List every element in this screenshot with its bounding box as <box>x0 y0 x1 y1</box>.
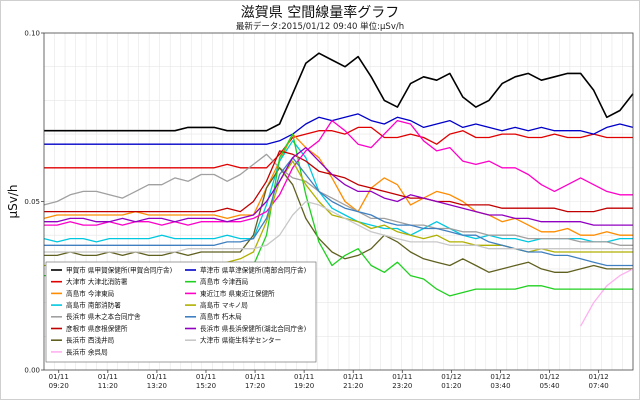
x-tick-label: 01/11 23:20 <box>392 373 412 390</box>
legend-entry: 高島市 南部消防署 <box>66 301 121 310</box>
series-line <box>44 113 634 145</box>
chart-subtitle: 最新データ:2015/01/12 09:40 単位:μSv/h <box>235 22 405 32</box>
legend-entry: 彦根市 県彦根保健所 <box>66 324 128 333</box>
legend-box <box>45 261 317 363</box>
series-line <box>580 268 634 327</box>
x-tick-label: 01/11 11:20 <box>98 373 118 390</box>
x-tick-label: 01/11 09:20 <box>49 373 69 390</box>
legend-entry: 高島市 今津東局 <box>66 289 115 298</box>
x-tick-label: 01/11 21:20 <box>343 373 363 390</box>
series-line <box>44 200 633 253</box>
legend-entry: 甲賀市 県甲賀保健所(甲賀合同庁舎) <box>66 265 172 274</box>
legend-entry: 草津市 県草津保健所(南部合同庁舎) <box>200 265 306 274</box>
y-axis-label: μSv/h <box>6 184 20 218</box>
x-tick-label: 01/11 15:20 <box>196 373 216 390</box>
x-tick-label: 01/11 19:20 <box>294 373 314 390</box>
x-tick-label: 01/11 13:20 <box>147 373 167 390</box>
legend-entry: 長浜市 県木之本合同庁舎 <box>66 312 141 321</box>
series-line <box>44 146 633 226</box>
legend-entry: 高島市 マキノ局 <box>200 301 248 310</box>
legend-entry: 高島市 朽木局 <box>200 312 242 321</box>
y-tick-label: 0.05 <box>24 198 40 206</box>
legend-entry: 高島市 今津西局 <box>200 277 249 286</box>
x-tick-label: 01/12 01:20 <box>441 373 461 390</box>
legend-entry: 長浜市 西浅井局 <box>66 336 115 345</box>
legend-entry: 長浜市 余呉局 <box>66 347 108 356</box>
series-line <box>44 167 633 273</box>
x-tick-label: 01/12 07:40 <box>589 373 609 390</box>
series-line <box>43 133 633 236</box>
series-line <box>44 150 633 213</box>
chart-title: 滋賀県 空間線量率グラフ <box>240 5 400 21</box>
legend-entry: 長浜市 県長浜保健所(湖北合同庁舎) <box>200 324 306 333</box>
legend-entry: 大津市 大津北消防署 <box>66 277 128 286</box>
x-tick-label: 01/12 05:40 <box>539 373 559 390</box>
x-tick-label: 01/12 03:40 <box>490 373 510 390</box>
series-line <box>44 126 633 169</box>
y-tick-label: 0.00 <box>24 367 40 375</box>
series-line <box>43 153 633 246</box>
series-line <box>44 119 633 226</box>
x-tick-label: 01/11 17:20 <box>245 373 265 390</box>
legend-entry: 大津市 県衛生科学センター <box>200 336 281 345</box>
series-line <box>44 157 633 267</box>
legend-entry: 東近江市 県東近江保健所 <box>200 289 275 298</box>
series-line <box>43 140 633 243</box>
y-tick-label: 0.10 <box>24 30 40 38</box>
series-line <box>44 52 634 132</box>
axes: 0.00 0.05 0.10 μSv/h 01/11 09:20 01/11 11:20 01/… <box>6 30 634 390</box>
